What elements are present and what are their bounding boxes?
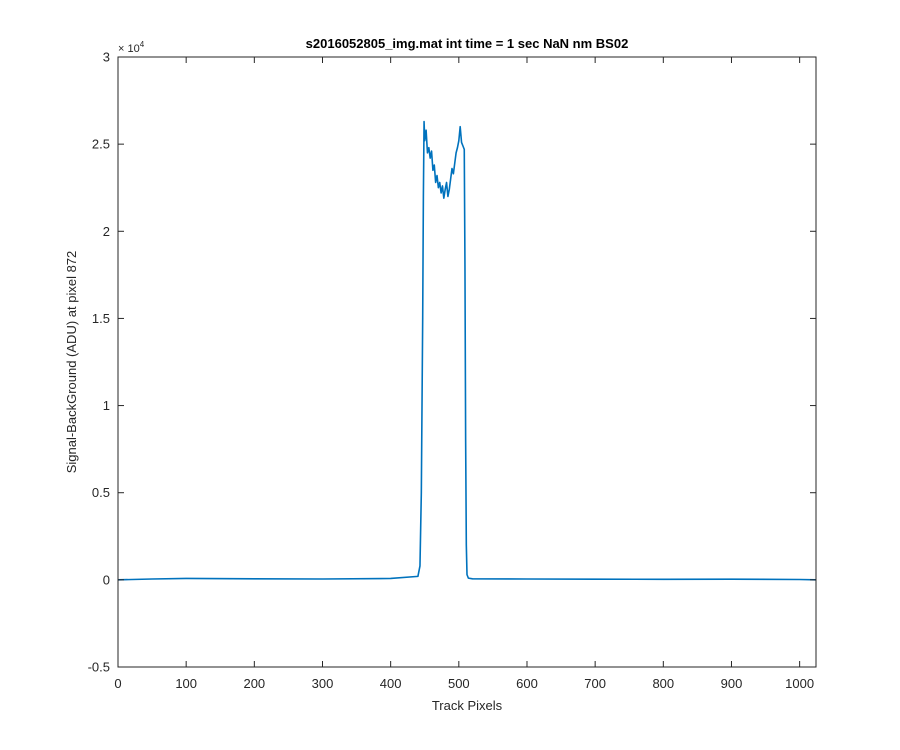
series-line: [117, 120, 817, 581]
y-tick-label: 2.5: [92, 137, 110, 152]
x-tick-label: 200: [243, 676, 265, 691]
x-tick-label: 400: [380, 676, 402, 691]
y-exponent-base: × 10: [118, 43, 140, 55]
x-tick-label: 900: [721, 676, 743, 691]
y-tick-label: 3: [103, 50, 110, 65]
y-tick-label: 1.5: [92, 311, 110, 326]
x-tick-label: 500: [448, 676, 470, 691]
x-tick-label: 700: [584, 676, 606, 691]
y-exponent-label: × 104: [118, 40, 145, 55]
data-layer: [117, 120, 817, 581]
x-tick-label: 600: [516, 676, 538, 691]
y-tick-label: 0: [103, 572, 110, 587]
x-tick-label: 100: [175, 676, 197, 691]
x-tick-label: 1000: [785, 676, 814, 691]
y-tick-label: 2: [103, 224, 110, 239]
x-tick-label: 800: [652, 676, 674, 691]
chart-title: s2016052805_img.mat int time = 1 sec NaN…: [306, 36, 629, 51]
y-axis-label: Signal-BackGround (ADU) at pixel 872: [64, 251, 79, 474]
y-exponent-power: 4: [140, 40, 145, 49]
x-tick-label: 300: [312, 676, 334, 691]
x-tick-label: 0: [114, 676, 121, 691]
axes-box: [117, 56, 817, 668]
y-tick-label: 1: [103, 398, 110, 413]
ticks-layer: 0 100 200 300 400 500 600 700 800 900 1000 -0.5 0 0.5…: [88, 50, 816, 691]
x-axis-label: Track Pixels: [432, 698, 503, 713]
y-tick-label: 0.5: [92, 485, 110, 500]
y-tick-label: -0.5: [88, 660, 110, 675]
